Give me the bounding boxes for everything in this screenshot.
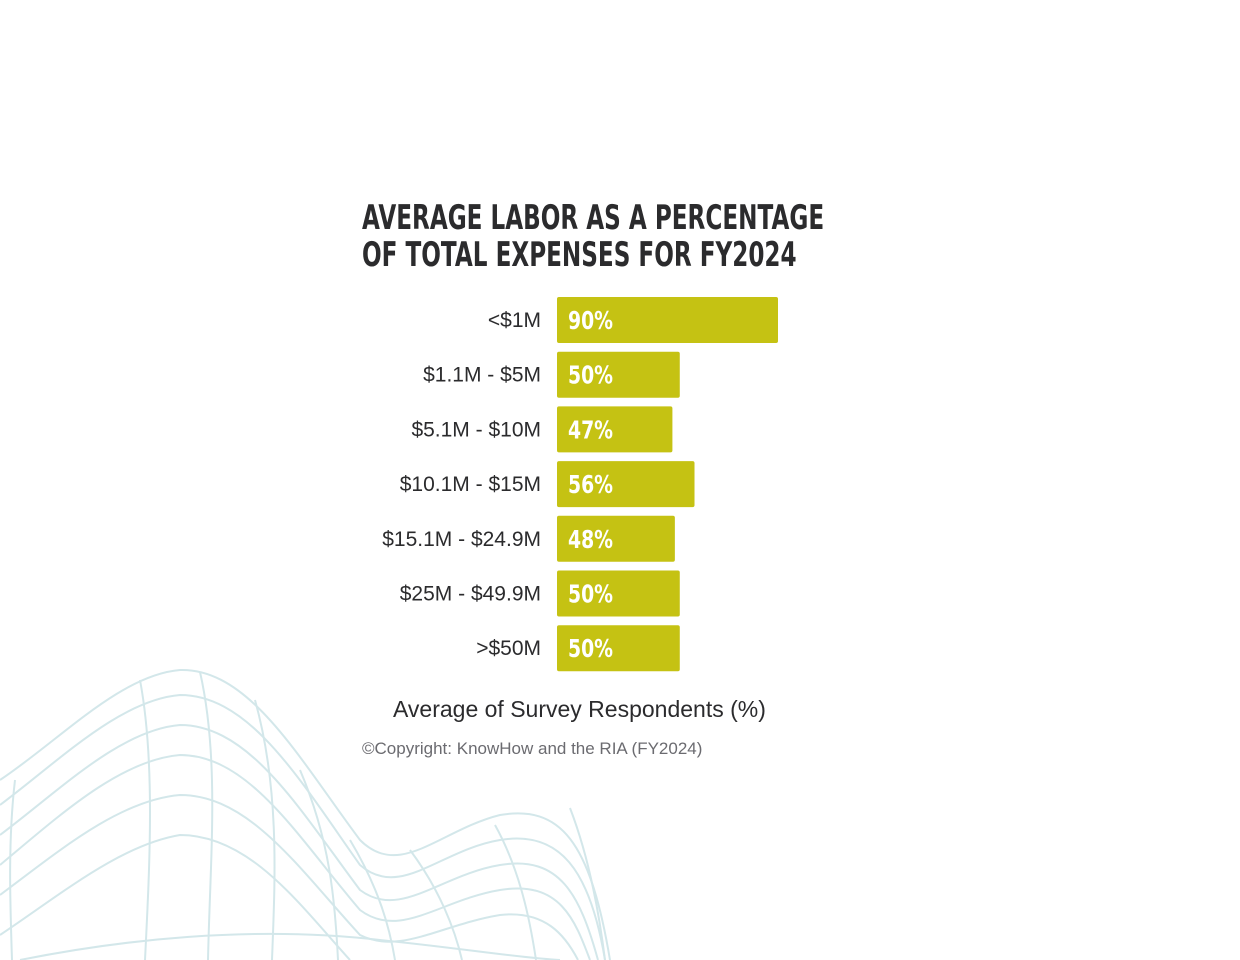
- value-label-4: 48%: [568, 525, 613, 554]
- bar-6: [557, 625, 680, 672]
- bar-3: [557, 461, 695, 508]
- value-label-0: 90%: [568, 306, 613, 335]
- value-label-6: 50%: [568, 634, 613, 663]
- x-axis-label: Average of Survey Respondents (%): [393, 696, 766, 722]
- value-label-2: 47%: [568, 415, 613, 444]
- bar-2: [557, 406, 673, 453]
- value-label-5: 50%: [568, 580, 613, 609]
- category-label-3: $10.1M - $15M: [400, 473, 541, 496]
- category-label-5: $25M - $49.9M: [400, 583, 541, 606]
- category-label-4: $15.1M - $24.9M: [382, 528, 541, 551]
- copyright-notice: ©Copyright: KnowHow and the RIA (FY2024): [362, 739, 703, 758]
- value-label-3: 56%: [568, 470, 613, 499]
- category-label-0: <$1M: [488, 309, 541, 332]
- bar-5: [557, 570, 680, 617]
- category-label-6: >$50M: [476, 637, 541, 660]
- category-label-2: $5.1M - $10M: [411, 418, 541, 441]
- bar-0: [557, 297, 778, 343]
- bar-1: [557, 351, 680, 398]
- category-label-1: $1.1M - $5M: [423, 364, 541, 387]
- bar-4: [557, 515, 675, 562]
- value-label-1: 50%: [568, 361, 613, 390]
